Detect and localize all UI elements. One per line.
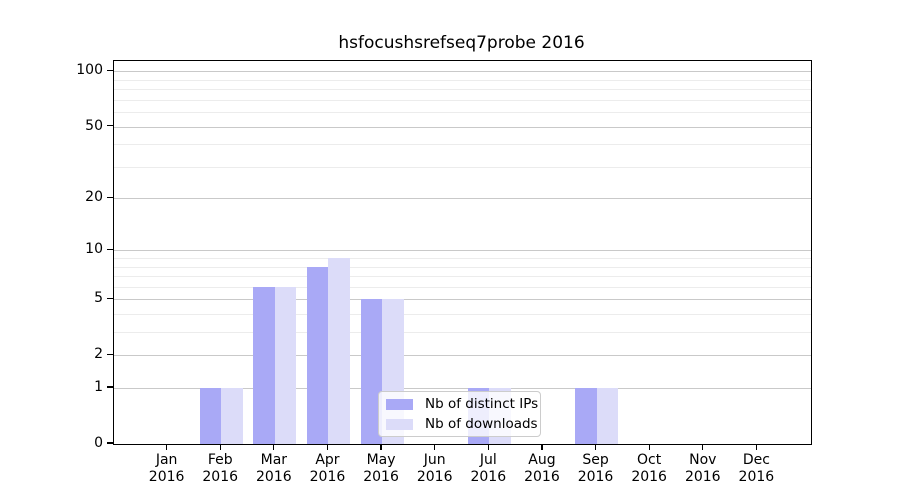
x-axis-tick-feb	[219, 444, 221, 450]
x-axis-tick-label-oct: Oct 2016	[631, 452, 667, 485]
gridline-minor-4	[114, 314, 811, 316]
gridline-minor-9	[114, 258, 811, 260]
plot-area	[113, 60, 812, 445]
x-axis-tick-label-jan: Jan 2016	[148, 452, 185, 485]
gridline-major-50	[114, 126, 811, 128]
bar-nb-of-distinct-ips-may	[360, 299, 383, 444]
y-axis-tick-100	[107, 69, 113, 71]
bar-nb-of-distinct-ips-sep	[575, 388, 597, 444]
y-axis-tick-10	[107, 248, 113, 250]
y-axis-tick-2	[107, 353, 113, 355]
legend-label-distinct-ips: Nb of distinct IPs	[425, 396, 539, 412]
x-axis-tick-may	[380, 444, 382, 450]
y-axis-tick-label-1: 1	[94, 379, 103, 396]
legend-entry-distinct-ips: Nb of distinct IPs	[386, 396, 538, 412]
y-axis-tick-label-20: 20	[85, 189, 103, 206]
y-axis-tick-0	[107, 442, 113, 444]
x-axis-tick-label-jun: Jun 2016	[416, 452, 453, 485]
gridline-minor-7	[114, 276, 811, 278]
x-axis-tick-label-mar: Mar 2016	[256, 452, 292, 485]
gridline-minor-3	[114, 332, 811, 334]
gridline-minor-30	[114, 166, 811, 168]
y-axis-tick-label-5: 5	[94, 290, 103, 307]
gridline-minor-8	[114, 266, 811, 268]
y-axis-tick-label-10: 10	[85, 241, 103, 258]
y-axis-tick-1	[107, 386, 113, 388]
gridline-minor-40	[114, 144, 811, 146]
x-axis-tick-label-nov: Nov 2016	[684, 452, 721, 485]
bar-nb-of-downloads-apr	[328, 258, 350, 444]
x-axis-tick-label-jul: Jul 2016	[470, 452, 507, 485]
legend-swatch-distinct-ips	[386, 398, 413, 410]
bar-nb-of-downloads-feb	[221, 388, 243, 444]
bar-nb-of-distinct-ips-feb	[199, 388, 222, 444]
x-axis-tick-label-dec: Dec 2016	[738, 452, 775, 485]
x-axis-tick-label-may: May 2016	[363, 452, 399, 485]
legend: Nb of distinct IPs Nb of downloads	[378, 391, 541, 437]
y-axis-tick-label-2: 2	[94, 346, 103, 363]
bar-nb-of-downloads-mar	[274, 286, 297, 444]
y-axis-tick-label-50: 50	[85, 117, 103, 134]
x-axis-tick-label-feb: Feb 2016	[202, 452, 239, 485]
x-axis-tick-label-sep: Sep 2016	[577, 452, 614, 485]
chart-title: hsfocushsrefseq7probe 2016	[338, 33, 585, 53]
bar-nb-of-distinct-ips-mar	[253, 286, 275, 444]
gridline-minor-90	[114, 79, 811, 81]
x-axis-tick-mar	[273, 444, 275, 450]
x-axis-tick-sep	[594, 444, 597, 450]
gridline-major-5	[114, 299, 811, 301]
x-axis-tick-jun	[434, 444, 436, 450]
x-axis-tick-dec	[755, 444, 757, 450]
y-axis-tick-20	[107, 196, 113, 198]
bar-nb-of-distinct-ips-apr	[306, 266, 329, 444]
legend-label-downloads: Nb of downloads	[425, 416, 538, 432]
bar-nb-of-downloads-sep	[596, 388, 619, 444]
gridline-minor-70	[114, 99, 811, 101]
y-axis-tick-5	[107, 297, 113, 299]
x-axis-tick-oct	[648, 444, 650, 450]
y-axis-tick-label-0: 0	[94, 435, 103, 451]
gridline-major-10	[114, 250, 811, 252]
gridline-minor-60	[114, 112, 811, 114]
gridline-minor-6	[114, 286, 811, 288]
x-axis-tick-apr	[326, 444, 329, 450]
y-axis-tick-50	[107, 124, 113, 127]
gridline-major-1	[114, 388, 811, 390]
x-axis-tick-jan	[166, 444, 168, 450]
gridline-major-20	[114, 198, 811, 200]
x-axis-tick-nov	[702, 444, 704, 450]
x-axis-tick-label-apr: Apr 2016	[309, 452, 346, 485]
gridline-minor-80	[114, 89, 811, 91]
x-axis-tick-aug	[541, 444, 543, 450]
y-axis-tick-label-100: 100	[76, 62, 103, 79]
gridline-major-2	[114, 355, 811, 357]
legend-swatch-downloads	[386, 418, 413, 430]
x-axis-tick-label-aug: Aug 2016	[524, 452, 560, 485]
legend-entry-downloads: Nb of downloads	[386, 416, 538, 432]
x-axis-tick-jul	[487, 444, 489, 450]
gridline-major-100	[114, 71, 811, 73]
